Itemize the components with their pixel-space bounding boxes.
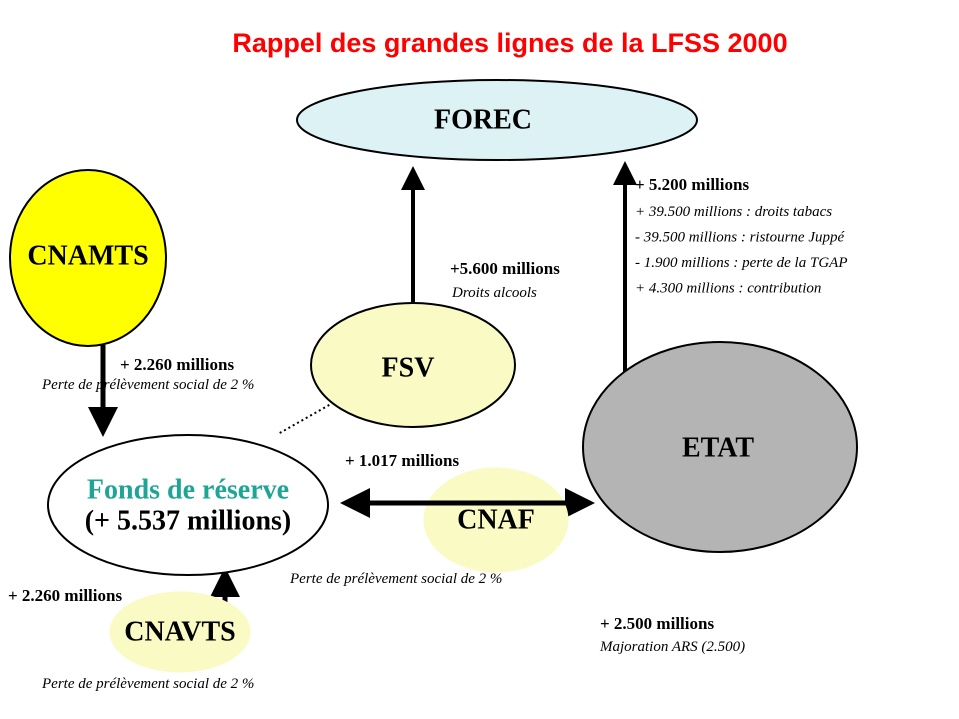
cnaf-label: CNAF — [457, 504, 535, 535]
cnamts-label: CNAMTS — [27, 240, 148, 271]
amount: + 2.260 millions — [8, 586, 122, 605]
forec-label: FOREC — [434, 104, 532, 135]
detail-line: - 1.900 millions : perte de la TGAP — [635, 255, 847, 271]
dotted-link — [277, 399, 339, 435]
amount: + 2.500 millions — [600, 614, 714, 633]
cnamts-node — [9, 169, 167, 347]
note: Majoration ARS (2.500) — [599, 639, 745, 655]
amount: +5.600 millions — [450, 259, 560, 278]
note: Perte de prélèvement social de 2 % — [41, 377, 254, 393]
forec-node — [296, 79, 698, 161]
cnavts-label: CNAVTS — [124, 616, 236, 647]
detail-line: - 39.500 millions : ristourne Juppé — [635, 230, 845, 246]
note: Droits alcools — [451, 285, 537, 301]
etat-label: ETAT — [682, 432, 754, 463]
fsv-label: FSV — [382, 352, 435, 383]
note: Perte de prélèvement social de 2 % — [289, 571, 502, 587]
fonds-label: Fonds de réserve — [87, 474, 289, 505]
note: Perte de prélèvement social de 2 % — [41, 676, 254, 692]
amount: + 1.017 millions — [345, 451, 459, 470]
amount: + 5.200 millions — [635, 175, 749, 194]
detail-line: + 39.500 millions : droits tabacs — [635, 204, 832, 220]
cnaf-node — [423, 467, 569, 573]
fsv-node — [310, 302, 516, 428]
fonds-detail: (+ 5.537 millions) — [85, 505, 292, 536]
title: Rappel des grandes lignes de la LFSS 200… — [232, 28, 787, 58]
amount: + 2.260 millions — [120, 355, 234, 374]
detail-line: + 4.300 millions : contribution — [635, 281, 821, 297]
cnavts-node — [109, 591, 251, 673]
fonds-node — [47, 434, 329, 576]
etat-node — [582, 341, 858, 553]
